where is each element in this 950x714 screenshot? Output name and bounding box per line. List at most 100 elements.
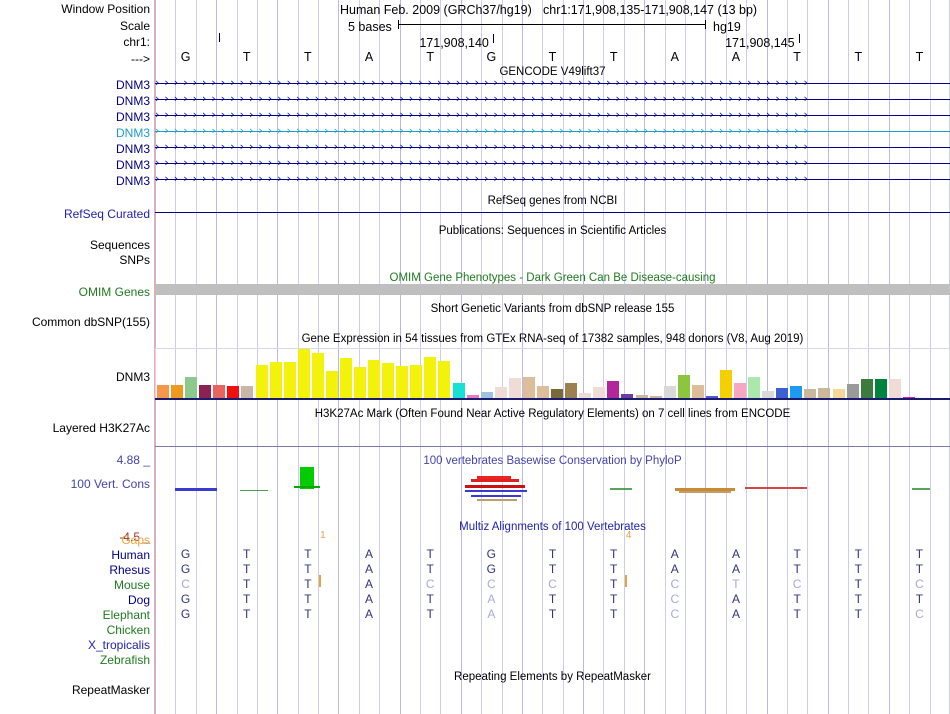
multiz-species-row [155, 623, 950, 636]
ruler-tick-mark [799, 34, 801, 43]
multiz-species-label[interactable]: Chicken [106, 623, 150, 637]
sequences-label[interactable]: Sequences [89, 238, 150, 252]
gencode-row-label[interactable]: DNM3 [115, 94, 150, 108]
gencode-row-label[interactable]: DNM3 [115, 158, 150, 172]
conservation-mark [300, 467, 314, 489]
gencode-transcript-row[interactable]: ››››››››››››››››››››››››››››››››››››››››… [155, 109, 950, 121]
gencode-transcript-row[interactable]: ››››››››››››››››››››››››››››››››››››››››… [155, 125, 950, 137]
gencode-row-label[interactable]: DNM3 [115, 110, 150, 124]
multiz-base: T [426, 562, 434, 576]
sequence-base: T [426, 50, 434, 64]
gencode-row-label[interactable]: DNM3 [115, 126, 150, 140]
cons-axis-min-label: -4.5 _ [119, 530, 150, 544]
gtex-gene-label[interactable]: DNM3 [115, 370, 150, 384]
gtex-bar [495, 387, 507, 399]
cons-track-label[interactable]: 100 Vert. Cons [70, 477, 150, 491]
gencode-transcript-row[interactable]: ››››››››››››››››››››››››››››››››››››››››… [155, 77, 950, 89]
conservation-mark [912, 488, 930, 490]
gencode-row-label[interactable]: DNM3 [115, 78, 150, 92]
gtex-bar [199, 385, 211, 399]
multiz-base: C [425, 577, 435, 591]
conservation-mark [175, 488, 217, 491]
snps-label[interactable]: SNPs [119, 253, 150, 267]
gtex-bar [650, 396, 662, 399]
strand-arrows: ››››››››››››››››››››››››››››››››››››››››… [155, 157, 813, 169]
gtex-bar [481, 392, 493, 399]
multiz-base: T [854, 562, 862, 576]
gtex-bar [833, 389, 845, 399]
multiz-base: G [486, 547, 497, 561]
gtex-bar [875, 379, 887, 399]
multiz-base: T [609, 547, 618, 561]
gtex-bar [410, 365, 422, 399]
sequence-base: T [915, 50, 924, 64]
window-position-label: Window Position [61, 2, 150, 16]
gtex-bar [509, 378, 521, 399]
gaps-label[interactable]: Gaps [121, 533, 150, 547]
gencode-transcript-row[interactable]: ››››››››››››››››››››››››››››››››››››››››… [155, 93, 950, 105]
conservation-mark [294, 486, 320, 488]
sequence-base: T [854, 50, 863, 64]
common-dbsnp-label[interactable]: Common dbSNP(155) [31, 315, 150, 329]
gtex-bar [213, 385, 225, 399]
gtex-bar [424, 357, 436, 399]
sequence-base: T [242, 50, 251, 64]
gencode-transcript-row[interactable]: ››››››››››››››››››››››››››››››››››››››››… [155, 157, 950, 169]
gtex-bar [762, 391, 774, 399]
conservation-wiggle [155, 455, 950, 525]
sequence-base: T [548, 50, 557, 64]
multiz-base: A [731, 547, 740, 561]
repeatmasker-center-title: Repeating Elements by RepeatMasker [454, 671, 651, 683]
gtex-bar-chart[interactable] [155, 348, 950, 400]
multiz-species-label[interactable]: Elephant [102, 608, 150, 622]
multiz-base: T [609, 592, 618, 606]
gtex-bar [636, 395, 648, 399]
gtex-bar [270, 362, 282, 399]
transcript-line [155, 83, 950, 84]
multiz-base: T [548, 607, 557, 621]
multiz-base: G [486, 562, 497, 576]
multiz-species-label[interactable]: Zebrafish [99, 653, 150, 667]
sequence-base: A [731, 50, 741, 64]
gtex-bar [467, 395, 479, 399]
gencode-row-label[interactable]: DNM3 [115, 174, 150, 188]
multiz-species-label[interactable]: Rhesus [109, 563, 150, 577]
gtex-bar [227, 386, 239, 399]
multiz-base: T [304, 562, 312, 576]
gencode-transcript-row[interactable]: ››››››››››››››››››››››››››››››››››››››››… [155, 173, 950, 185]
track-panel [155, 0, 950, 714]
conservation-mark [675, 488, 735, 491]
conservation-mark [477, 499, 517, 501]
conservation-mark [745, 487, 807, 489]
strand-arrow-label: ---> [131, 52, 150, 66]
gtex-bar [706, 396, 718, 399]
layered-h3k27ac-label[interactable]: Layered H3K27Ac [52, 421, 150, 435]
gencode-transcript-row[interactable]: ››››››››››››››››››››››››››››››››››››››››… [155, 141, 950, 153]
multiz-base: A [365, 607, 374, 621]
cons-axis-max-label: 4.88 _ [116, 453, 150, 467]
gtex-bar [438, 361, 450, 399]
gap-number: 4 [625, 530, 632, 541]
multiz-base: A [731, 562, 740, 576]
assembly-db-text: hg19 [713, 20, 741, 34]
refseq-center-title: RefSeq genes from NCBI [487, 195, 618, 207]
gtex-bar [748, 377, 760, 399]
multiz-base: T [793, 592, 801, 606]
multiz-species-label[interactable]: Mouse [113, 578, 150, 592]
multiz-species-label[interactable]: Dog [127, 593, 150, 607]
refseq-feature-line [155, 212, 950, 213]
gencode-row-label[interactable]: DNM3 [115, 142, 150, 156]
sequence-base: G [180, 50, 191, 64]
multiz-base: C [548, 577, 557, 591]
gtex-bar [734, 383, 746, 399]
refseq-label[interactable]: RefSeq Curated [63, 207, 150, 221]
repeatmasker-label[interactable]: RepeatMasker [71, 683, 150, 697]
omim-genes-label[interactable]: OMIM Genes [78, 285, 150, 299]
multiz-base: T [304, 607, 312, 621]
multiz-species-label[interactable]: X_tropicalis [87, 638, 150, 652]
gtex-bar [818, 388, 830, 399]
multiz-species-label[interactable]: Human [111, 548, 150, 562]
gtex-bar [889, 379, 901, 399]
